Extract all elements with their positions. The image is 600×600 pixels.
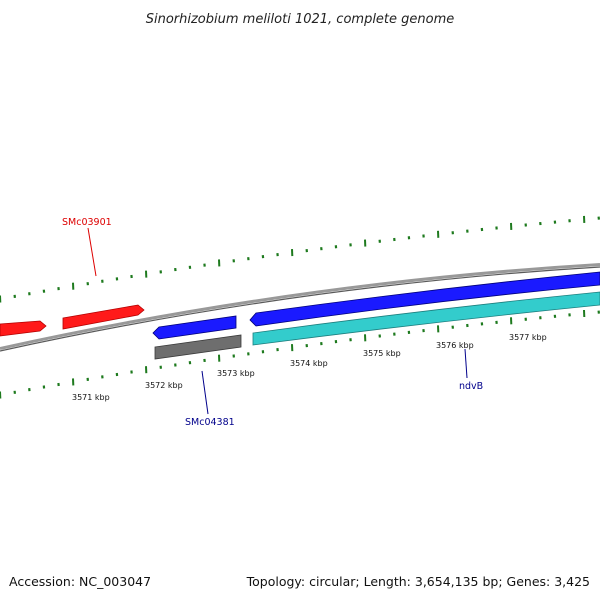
- scale-label: 3571 kbp: [72, 393, 110, 402]
- label-leader-smc04381: [201, 370, 209, 415]
- gene-blue-short[interactable]: [152, 315, 237, 340]
- backbone-shadow: [0, 266, 600, 352]
- backbone-arc: [0, 263, 600, 350]
- gene-cyan[interactable]: [252, 291, 600, 346]
- map-title: Sinorhizobium meliloti 1021, complete ge…: [146, 12, 455, 27]
- gene-smc03901-arrow[interactable]: [62, 304, 145, 330]
- gene-label-smc03901[interactable]: SMc03901: [62, 217, 112, 228]
- gene-track-forward: [0, 271, 600, 340]
- label-leader-smc03901: [87, 227, 97, 277]
- scale-label: 3576 kbp: [436, 341, 474, 350]
- outer-tick-track: [0, 215, 600, 303]
- gene-label-smc04381[interactable]: SMc04381: [185, 417, 235, 428]
- gene-red-left[interactable]: [0, 320, 47, 337]
- gene-track-second: [154, 291, 600, 360]
- scale-label: 3572 kbp: [145, 381, 183, 390]
- label-leader-ndvb: [464, 348, 468, 379]
- accession-text: Accession: NC_003047: [9, 574, 151, 589]
- scale-label: 3575 kbp: [363, 349, 401, 358]
- gene-label-ndvb[interactable]: ndvB: [459, 381, 483, 392]
- inner-tick-track: [0, 309, 600, 399]
- scale-label: 3573 kbp: [217, 369, 255, 378]
- gene-smc04381-gray[interactable]: [154, 334, 242, 360]
- scale-label: 3577 kbp: [509, 333, 547, 342]
- genome-summary-text: Topology: circular; Length: 3,654,135 bp…: [246, 574, 590, 589]
- scale-label: 3574 kbp: [290, 359, 328, 368]
